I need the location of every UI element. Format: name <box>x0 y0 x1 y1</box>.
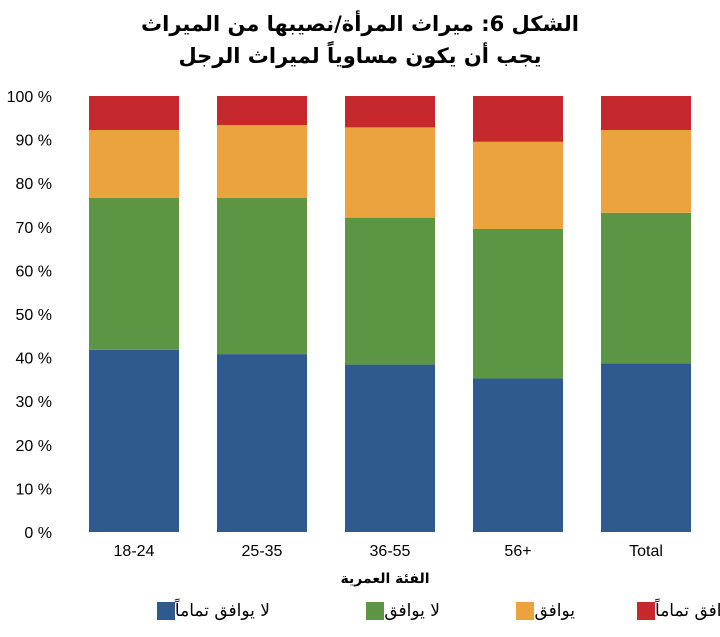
legend-swatch <box>516 602 535 620</box>
legend-label: لا يوافق تماماً <box>174 601 270 621</box>
x-tick-label: 18-24 <box>114 543 155 560</box>
chart-title-line-2: يجب أن يكون مساوياً لميراث الرجل <box>178 44 542 68</box>
y-tick-label: 50 % <box>16 307 52 324</box>
legend-label: لا يوافق <box>384 601 440 621</box>
bar-segment <box>473 141 563 229</box>
bar-segment <box>345 127 435 218</box>
bars <box>89 96 691 532</box>
y-tick-label: 20 % <box>16 438 52 455</box>
chart-title: الشكل 6: ميراث المرأة/نصيبها من الميراث … <box>0 8 720 72</box>
legend-swatch <box>637 602 656 620</box>
y-tick-label: 0 % <box>24 525 52 542</box>
x-axis: 18-24 25-35 36-55 56+ Total <box>114 543 663 560</box>
bar-segment <box>89 130 179 199</box>
y-tick-label: 10 % <box>16 481 52 498</box>
bar-segment <box>473 228 563 379</box>
y-tick-label: 80 % <box>16 176 52 193</box>
x-tick-label: Total <box>629 543 663 560</box>
bar-segment <box>217 125 307 199</box>
legend-item: يوافق تماماً <box>627 596 720 626</box>
bar-segment <box>345 217 435 365</box>
bar-segment <box>217 354 307 532</box>
bar-segment <box>473 378 563 532</box>
bar-segment <box>217 96 307 126</box>
x-tick-label: 36-55 <box>370 543 411 560</box>
y-tick-label: 60 % <box>16 263 52 280</box>
legend-item: يوافق <box>506 596 575 626</box>
legend-label: يوافق <box>534 601 575 621</box>
bar-segment <box>601 363 691 532</box>
x-tick-label: 56+ <box>504 543 531 560</box>
chart-title-line-1: الشكل 6: ميراث المرأة/نصيبها من الميراث <box>141 12 579 36</box>
legend-swatch <box>366 602 385 620</box>
y-axis: 0 % 10 % 20 % 30 % 40 % 50 % 60 % 70 % 80 % 90 % 1… <box>7 89 52 542</box>
bar-segment <box>345 96 435 128</box>
bar-segment <box>217 198 307 355</box>
bar-segment <box>601 130 691 213</box>
y-tick-label: 30 % <box>16 394 52 411</box>
legend-swatch <box>156 602 175 620</box>
legend-label: يوافق تماماً <box>655 601 720 621</box>
legend-item: لا يوافق <box>356 596 440 626</box>
y-tick-label: 100 % <box>7 89 52 106</box>
x-axis-label: الفئة العمرية <box>340 571 429 587</box>
bar-segment <box>89 349 179 532</box>
bar-segment <box>89 96 179 131</box>
y-tick-label: 90 % <box>16 133 52 150</box>
y-tick-label: 40 % <box>16 351 52 368</box>
bar-segment <box>89 198 179 350</box>
legend: لا يوافق تماماً لا يوافق يوافق يوافق تماماً <box>70 596 720 626</box>
x-tick-label: 25-35 <box>242 543 283 560</box>
bar-segment <box>473 96 563 142</box>
y-tick-label: 70 % <box>16 220 52 237</box>
bar-segment <box>601 212 691 364</box>
bar-segment <box>601 96 691 131</box>
legend-item: لا يوافق تماماً <box>147 596 270 626</box>
bar-segment <box>345 364 435 532</box>
